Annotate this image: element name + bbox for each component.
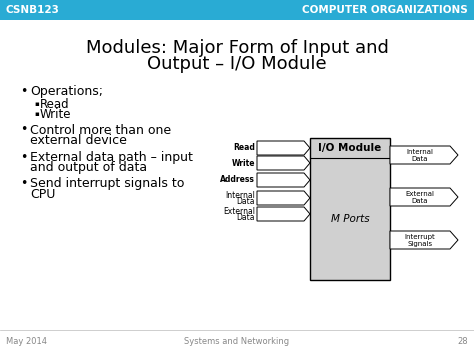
Text: Internal: Internal <box>407 149 434 155</box>
Text: •: • <box>20 178 27 191</box>
Text: COMPUTER ORGANIZATIONS: COMPUTER ORGANIZATIONS <box>302 5 468 15</box>
Text: Modules: Major Form of Input and: Modules: Major Form of Input and <box>86 39 388 57</box>
Polygon shape <box>257 173 310 187</box>
FancyBboxPatch shape <box>0 20 474 355</box>
Text: Data: Data <box>412 198 428 204</box>
Text: Read: Read <box>40 98 70 110</box>
Text: 28: 28 <box>457 337 468 345</box>
Polygon shape <box>390 188 458 206</box>
Polygon shape <box>390 231 458 249</box>
Text: •: • <box>20 86 27 98</box>
Text: M Ports: M Ports <box>331 214 369 224</box>
Text: Address: Address <box>220 175 255 185</box>
Polygon shape <box>390 146 458 164</box>
Text: Control more than one: Control more than one <box>30 124 171 137</box>
Text: •: • <box>20 151 27 164</box>
Polygon shape <box>257 141 310 155</box>
Text: CSNB123: CSNB123 <box>6 5 60 15</box>
FancyBboxPatch shape <box>310 138 390 280</box>
Text: Interrupt: Interrupt <box>405 234 436 240</box>
Text: I/O Module: I/O Module <box>319 143 382 153</box>
Polygon shape <box>257 156 310 170</box>
Text: external device: external device <box>30 135 127 147</box>
Text: ▪: ▪ <box>34 111 39 117</box>
Text: Data: Data <box>237 197 255 207</box>
Text: External data path – input: External data path – input <box>30 151 193 164</box>
Text: Systems and Networking: Systems and Networking <box>184 337 290 345</box>
Text: Write: Write <box>231 158 255 168</box>
Text: Read: Read <box>233 143 255 153</box>
Text: Data: Data <box>237 213 255 223</box>
Polygon shape <box>257 207 310 221</box>
Text: Operations;: Operations; <box>30 86 103 98</box>
Text: ▪: ▪ <box>34 101 39 107</box>
Text: Internal: Internal <box>225 191 255 200</box>
Text: External: External <box>405 191 435 197</box>
Text: and output of data: and output of data <box>30 162 147 175</box>
Text: Data: Data <box>412 156 428 162</box>
Text: Send interrupt signals to: Send interrupt signals to <box>30 178 184 191</box>
Text: •: • <box>20 124 27 137</box>
Text: Write: Write <box>40 108 72 120</box>
Text: CPU: CPU <box>30 189 55 202</box>
Text: External: External <box>223 207 255 215</box>
Text: May 2014: May 2014 <box>6 337 47 345</box>
Polygon shape <box>257 191 310 205</box>
FancyBboxPatch shape <box>0 0 474 20</box>
Text: Output – I/O Module: Output – I/O Module <box>147 55 327 73</box>
Text: Signals: Signals <box>408 241 433 247</box>
